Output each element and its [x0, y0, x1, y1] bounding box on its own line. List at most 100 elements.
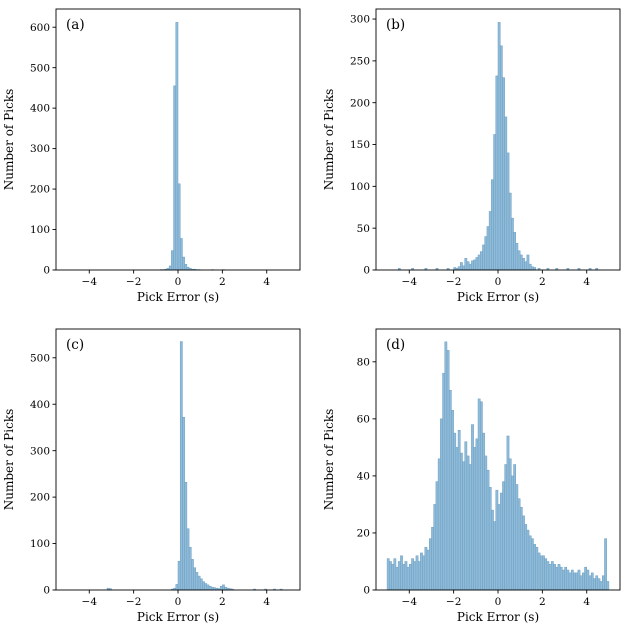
y-tick-label: 400	[30, 399, 50, 411]
histogram-bar	[568, 572, 572, 591]
histogram-bar	[435, 481, 439, 591]
histogram-bar	[570, 569, 574, 591]
histogram-bar	[413, 561, 417, 591]
histogram-bar	[464, 258, 468, 271]
x-tick-label: −4	[402, 276, 418, 288]
x-tick-label: 4	[263, 596, 270, 608]
histogram-bar	[426, 549, 430, 591]
histogram-bar	[480, 251, 483, 271]
histogram-bar	[462, 265, 465, 271]
histogram-bar	[446, 350, 450, 591]
y-tick-label: 100	[30, 538, 50, 550]
histogram-bar	[179, 238, 183, 271]
histogram-bar	[206, 584, 210, 591]
histogram-bar	[397, 561, 401, 591]
histogram-bar	[517, 250, 521, 271]
y-tick-label: 150	[350, 139, 370, 151]
histogram-bar	[428, 538, 432, 591]
histogram-bar	[219, 586, 223, 591]
histogram-bar	[437, 458, 441, 591]
y-axis-label: Number of Picks	[2, 89, 16, 190]
histogram-bar	[484, 236, 488, 271]
x-tick-label: 0	[175, 596, 182, 608]
y-axis-label: Number of Picks	[322, 409, 336, 510]
histogram-bar	[488, 487, 492, 591]
subplot-b: −4 −2 0 2 4 0 50 100 150 200 250 300 Pick Error (s) N…	[320, 0, 640, 320]
histogram-bar	[508, 458, 512, 591]
x-tick-label: 2	[219, 596, 226, 608]
histogram-bar	[173, 85, 177, 271]
histogram-bar	[171, 250, 174, 271]
y-tick-label: 20	[357, 528, 370, 540]
y-tick-label: 500	[30, 352, 50, 364]
histogram-bar	[448, 390, 452, 591]
histogram-bar	[491, 509, 494, 591]
histogram-bar	[537, 552, 541, 591]
histogram-bar	[424, 546, 428, 591]
histogram-bar	[522, 515, 525, 591]
histogram-bar	[433, 504, 437, 591]
histogram-bar	[590, 572, 594, 591]
histogram-bar	[404, 561, 408, 591]
histogram-bar	[579, 575, 583, 591]
panel-label: (c)	[66, 337, 84, 353]
histogram-bar	[584, 566, 587, 591]
histogram-bar	[477, 254, 481, 271]
histogram-bar	[389, 561, 392, 591]
histogram-bar	[453, 432, 457, 591]
histogram-bar	[197, 575, 201, 591]
histogram-bar	[517, 498, 521, 591]
histogram-bar	[184, 264, 188, 271]
histogram-bar	[179, 341, 183, 591]
histogram-plot: −4 −2 0 2 4 0 50 100 150 200 250 300 Pick Error (s) N…	[322, 8, 621, 304]
histogram-bar	[606, 581, 610, 591]
histogram-bar	[497, 504, 501, 591]
histogram-bar	[602, 575, 605, 591]
x-tick-label: −2	[126, 276, 141, 288]
histogram-bar	[539, 555, 543, 591]
histogram-bar	[586, 569, 590, 591]
histogram-bar	[208, 586, 212, 591]
histogram-bar	[526, 254, 530, 271]
histogram-bar	[544, 558, 548, 591]
histogram-bar	[460, 452, 463, 591]
histogram-bar	[471, 424, 474, 591]
y-tick-label: 0	[363, 585, 370, 597]
histogram-bar	[402, 564, 406, 591]
y-tick-label: 200	[350, 97, 370, 109]
histogram-bar	[182, 416, 185, 591]
histogram-bar	[471, 260, 474, 271]
histogram-bar	[497, 22, 501, 271]
histogram-bar	[511, 217, 514, 271]
histogram-bar	[442, 372, 446, 591]
x-tick-label: 2	[539, 596, 546, 608]
histogram-bar	[493, 521, 497, 591]
y-tick-label: 300	[350, 14, 370, 26]
panel-label: (d)	[386, 337, 405, 353]
histogram-bar	[177, 183, 181, 271]
histogram-bar	[495, 489, 499, 591]
histogram-bar	[559, 566, 563, 591]
histogram-bar	[604, 538, 607, 591]
histogram-bar	[557, 564, 561, 591]
histogram-bar	[524, 261, 528, 271]
y-tick-label: 200	[30, 492, 50, 504]
histogram-bar	[195, 572, 199, 591]
histogram-bar	[597, 578, 601, 591]
x-tick-label: −2	[446, 596, 461, 608]
histogram-plot: −4 −2 0 2 4 0 100 200 300 400 500 Pick Error (s) Num…	[2, 328, 301, 624]
histogram-bar	[400, 555, 403, 591]
y-tick-label: 100	[350, 181, 370, 193]
x-tick-label: −4	[402, 596, 418, 608]
histogram-bar	[182, 256, 185, 271]
y-tick-label: 500	[30, 62, 50, 74]
y-axis-label: Number of Picks	[322, 89, 336, 190]
histogram-bar	[511, 475, 514, 591]
histogram-bar	[415, 555, 419, 591]
x-axis-label: Pick Error (s)	[137, 610, 219, 624]
histogram-bar	[457, 266, 461, 271]
histogram-bar	[468, 263, 472, 271]
histogram-bar	[577, 569, 581, 591]
histogram-bar	[566, 569, 570, 591]
x-tick-label: 4	[583, 596, 590, 608]
